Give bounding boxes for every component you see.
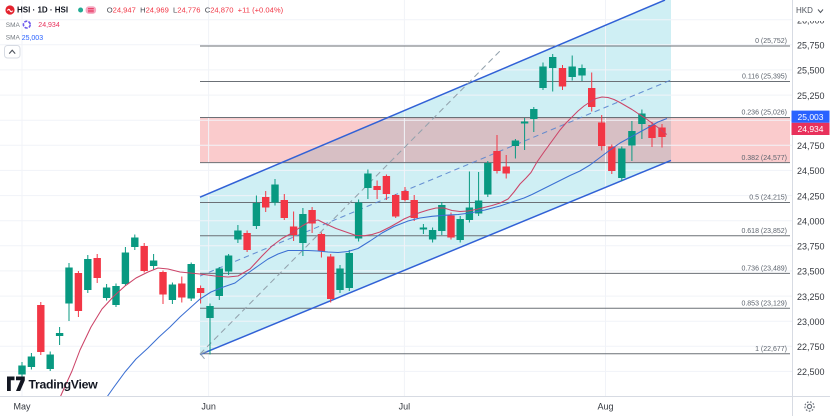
svg-text:SMA: SMA <box>6 22 21 29</box>
svg-text:0.116 (25,395): 0.116 (25,395) <box>742 74 787 81</box>
svg-text:23,750: 23,750 <box>797 242 825 252</box>
svg-text:24,934: 24,934 <box>38 22 60 29</box>
svg-text:22,500: 22,500 <box>797 367 825 377</box>
svg-text:Jul: Jul <box>399 402 411 412</box>
svg-text:HKD: HKD <box>796 6 813 15</box>
svg-text:HSI · 1D · HSI: HSI · 1D · HSI <box>17 6 68 15</box>
svg-text:24,750: 24,750 <box>797 141 825 151</box>
svg-text:25,003: 25,003 <box>22 35 44 42</box>
svg-text:0.736 (23,489): 0.736 (23,489) <box>741 266 787 273</box>
svg-text:Jun: Jun <box>201 402 216 412</box>
svg-text:1 (22,677): 1 (22,677) <box>755 346 787 353</box>
svg-text:O24,947 H24,969 L24,776 C24: O24,947 H24,969 L24,776 C24,870 +11 (+0.… <box>107 6 284 15</box>
svg-text:24,500: 24,500 <box>797 166 825 176</box>
svg-text:25,750: 25,750 <box>797 41 825 51</box>
svg-text:23,000: 23,000 <box>797 317 825 327</box>
svg-text:0.618 (23,852): 0.618 (23,852) <box>741 228 787 235</box>
svg-text:TradingView: TradingView <box>29 378 99 392</box>
svg-text:24,934: 24,934 <box>798 124 824 134</box>
svg-text:23,500: 23,500 <box>797 267 825 277</box>
svg-text:0.236 (25,026): 0.236 (25,026) <box>741 110 787 117</box>
svg-text:0 (25,752): 0 (25,752) <box>755 38 787 45</box>
svg-text:SMA: SMA <box>6 35 21 42</box>
svg-text:May: May <box>13 402 31 412</box>
svg-text:Aug: Aug <box>597 402 613 412</box>
svg-text:23,250: 23,250 <box>797 292 825 302</box>
svg-text:24,000: 24,000 <box>797 217 825 227</box>
svg-text:22,750: 22,750 <box>797 342 825 352</box>
svg-text:25,250: 25,250 <box>797 91 825 101</box>
svg-text:0.5 (24,215): 0.5 (24,215) <box>749 195 787 202</box>
svg-text:25,500: 25,500 <box>797 66 825 76</box>
svg-text:24,250: 24,250 <box>797 191 825 201</box>
svg-text:25,003: 25,003 <box>798 112 824 122</box>
svg-text:0.853 (23,129): 0.853 (23,129) <box>741 300 787 307</box>
svg-text:0.382 (24,577): 0.382 (24,577) <box>741 155 787 162</box>
